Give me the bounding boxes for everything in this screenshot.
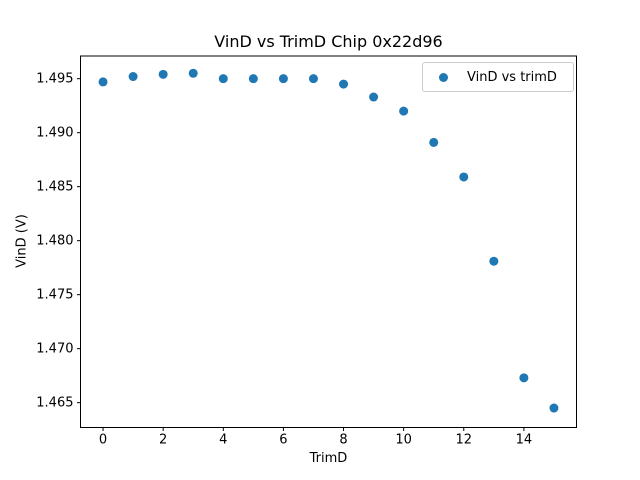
y-tick-label: 1.475: [36, 288, 73, 303]
scatter-point: [339, 79, 349, 89]
x-tick-label: 6: [279, 432, 287, 447]
scatter-point: [278, 74, 288, 84]
scatter-point: [158, 69, 168, 79]
legend: VinD vs trimD: [422, 62, 574, 92]
x-tick-label: 12: [455, 432, 472, 447]
x-tick-label: 4: [219, 432, 227, 447]
scatter-point: [459, 172, 469, 182]
x-tick-label: 14: [516, 432, 533, 447]
scatter-point: [369, 92, 379, 102]
scatter-point: [188, 68, 198, 78]
scatter-point: [218, 74, 228, 84]
x-tick-label: 0: [99, 432, 107, 447]
y-tick-label: 1.495: [36, 72, 73, 87]
scatter-point: [489, 256, 499, 266]
y-tick-label: 1.490: [36, 126, 73, 141]
y-tick-label: 1.485: [36, 180, 73, 195]
scatter-point: [308, 74, 318, 84]
axes-frame: [80, 55, 577, 428]
scatter-point: [128, 72, 138, 82]
y-tick-label: 1.465: [36, 396, 73, 411]
scatter-point: [248, 74, 258, 84]
scatter-point: [98, 77, 108, 87]
scatter-point: [519, 373, 529, 383]
x-tick-label: 8: [339, 432, 347, 447]
x-tick-label: 10: [395, 432, 412, 447]
x-axis-label: TrimD: [309, 451, 348, 466]
y-tick-label: 1.470: [36, 342, 73, 357]
legend-marker-dot: [439, 72, 448, 82]
scatter-point: [549, 403, 559, 413]
y-tick-label: 1.480: [36, 234, 73, 249]
scatter-point: [399, 106, 409, 116]
scatter-point: [429, 137, 439, 147]
legend-label: VinD vs trimD: [467, 69, 557, 85]
x-tick-label: 2: [159, 432, 167, 447]
chart-title: VinD vs TrimD Chip 0x22d96: [214, 32, 443, 51]
